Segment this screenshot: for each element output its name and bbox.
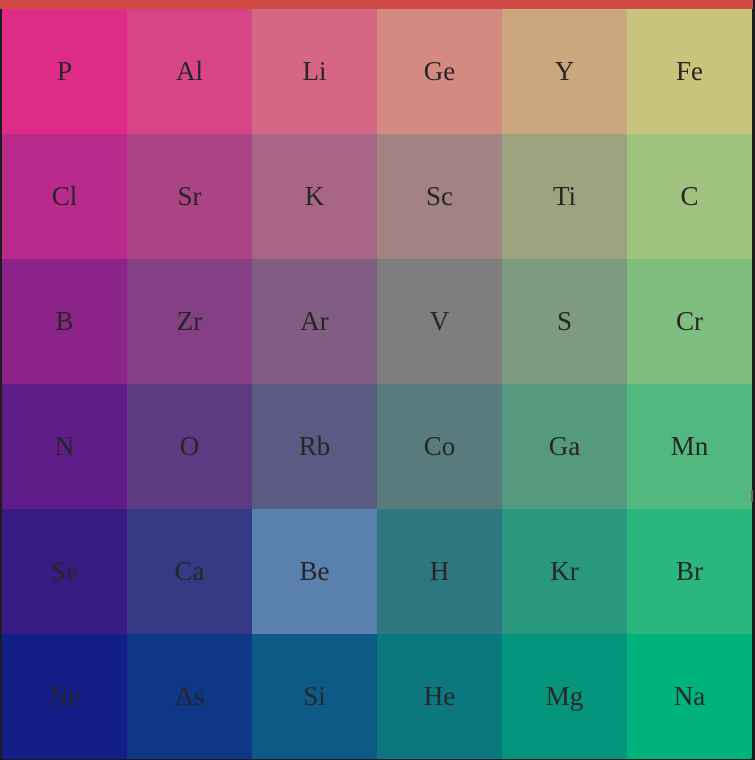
tile-he[interactable]: He <box>377 634 502 759</box>
puzzle-grid: P Al Li Ge Y Fe Cl Sr K Sc Ti C B Zr Ar V S Cr N O Rb Co Ga Mn S… <box>2 9 752 759</box>
tile-label: Al <box>176 56 203 86</box>
tile-ar[interactable]: Ar <box>252 259 377 384</box>
tile-s[interactable]: S <box>502 259 627 384</box>
tile-label: Be <box>299 556 330 586</box>
tile-sr[interactable]: Sr <box>127 134 252 259</box>
tile-h[interactable]: H <box>377 509 502 634</box>
tile-label: Mg <box>545 681 584 711</box>
tile-kr[interactable]: Kr <box>502 509 627 634</box>
tile-cr[interactable]: Cr <box>627 259 752 384</box>
tile-label: Cr <box>676 306 703 336</box>
tile-label: Y <box>554 56 575 86</box>
tile-n[interactable]: N <box>2 384 127 509</box>
tile-c[interactable]: C <box>627 134 752 259</box>
tile-label: N <box>54 431 75 461</box>
tile-li[interactable]: Li <box>252 9 377 134</box>
tile-cl[interactable]: Cl <box>2 134 127 259</box>
tile-label: He <box>423 681 456 711</box>
tile-label: Fe <box>676 56 703 86</box>
tile-label: K <box>304 181 325 211</box>
tile-zr[interactable]: Zr <box>127 259 252 384</box>
tile-label: Ne <box>48 681 81 711</box>
tile-label: P <box>56 56 73 86</box>
tile-label: Ar <box>300 306 329 336</box>
tile-label: Br <box>676 556 703 586</box>
tile-p[interactable]: P <box>2 9 127 134</box>
tile-si[interactable]: Si <box>252 634 377 759</box>
tile-label: Ga <box>548 431 581 461</box>
tile-co[interactable]: Co <box>377 384 502 509</box>
tile-v[interactable]: V <box>377 259 502 384</box>
tile-rb[interactable]: Rb <box>252 384 377 509</box>
tile-label: B <box>55 306 74 336</box>
tile-be[interactable]: Be <box>252 509 377 634</box>
tile-label: Sr <box>177 181 202 211</box>
tile-label: C <box>680 181 699 211</box>
tile-label: Si <box>303 681 326 711</box>
tile-label: Sc <box>426 181 453 211</box>
tile-label: Cl <box>51 181 78 211</box>
tile-label: Se <box>51 556 78 586</box>
tile-na[interactable]: Na <box>627 634 752 759</box>
tile-label: Ca <box>174 556 205 586</box>
top-accent-bar <box>0 0 753 9</box>
tile-label: Rb <box>298 431 331 461</box>
tile-ga[interactable]: Ga <box>502 384 627 509</box>
tile-label: Ti <box>552 181 577 211</box>
window-edge-handle <box>751 490 753 502</box>
tile-label: S <box>556 306 573 336</box>
tile-label: O <box>179 431 200 461</box>
tile-sc[interactable]: Sc <box>377 134 502 259</box>
tile-label: As <box>174 681 205 711</box>
tile-label: H <box>429 556 450 586</box>
tile-ca[interactable]: Ca <box>127 509 252 634</box>
tile-label: Co <box>423 431 456 461</box>
tile-y[interactable]: Y <box>502 9 627 134</box>
tile-label: Zr <box>176 306 203 336</box>
tile-o[interactable]: O <box>127 384 252 509</box>
tile-label: Na <box>673 681 706 711</box>
tile-as[interactable]: As <box>127 634 252 759</box>
tile-label: Mn <box>670 431 709 461</box>
tile-k[interactable]: K <box>252 134 377 259</box>
tile-br[interactable]: Br <box>627 509 752 634</box>
tile-mg[interactable]: Mg <box>502 634 627 759</box>
tile-label: Ge <box>423 56 456 86</box>
tile-ge[interactable]: Ge <box>377 9 502 134</box>
tile-label: Kr <box>550 556 579 586</box>
tile-al[interactable]: Al <box>127 9 252 134</box>
tile-se[interactable]: Se <box>2 509 127 634</box>
tile-label: V <box>429 306 450 336</box>
tile-ne[interactable]: Ne <box>2 634 127 759</box>
tile-fe[interactable]: Fe <box>627 9 752 134</box>
tile-ti[interactable]: Ti <box>502 134 627 259</box>
tile-label: Li <box>302 56 327 86</box>
tile-b[interactable]: B <box>2 259 127 384</box>
tile-mn[interactable]: Mn <box>627 384 752 509</box>
